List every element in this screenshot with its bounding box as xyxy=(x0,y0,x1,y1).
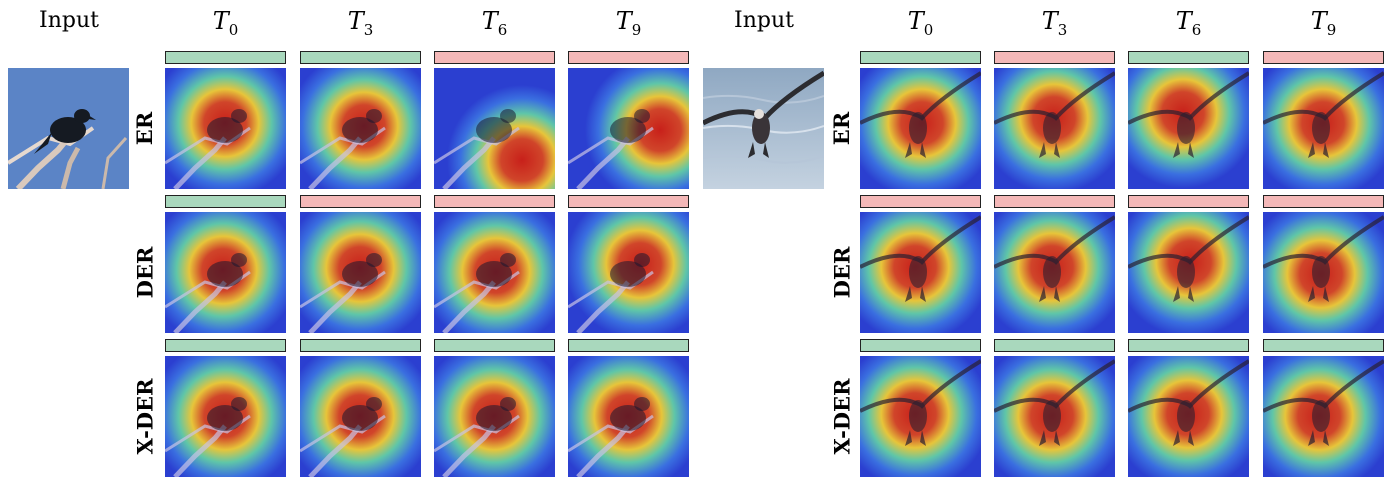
prediction-bar-left-er-3 xyxy=(568,51,689,64)
attention-map-right-xder-1 xyxy=(994,356,1115,477)
prediction-bar-left-er-2 xyxy=(434,51,555,64)
task-header-right-9: T9 xyxy=(1310,7,1337,39)
row-label-right-er: ER xyxy=(829,111,855,146)
attention-map-left-der-1 xyxy=(300,212,421,333)
prediction-bar-right-der-0 xyxy=(860,195,981,208)
attention-map-left-xder-0 xyxy=(165,356,286,477)
input-header-left: Input xyxy=(39,8,99,33)
attention-map-left-er-1 xyxy=(300,68,421,189)
task-header-left-3: T3 xyxy=(347,7,374,39)
attention-map-right-er-0 xyxy=(860,68,981,189)
prediction-bar-left-er-1 xyxy=(300,51,421,64)
input-header-right: Input xyxy=(734,8,794,33)
task-header-right-0: T0 xyxy=(907,7,934,39)
prediction-bar-left-der-3 xyxy=(568,195,689,208)
attention-map-left-der-3 xyxy=(568,212,689,333)
attention-map-right-er-1 xyxy=(994,68,1115,189)
prediction-bar-left-xder-2 xyxy=(434,339,555,352)
prediction-bar-left-der-2 xyxy=(434,195,555,208)
prediction-bar-right-er-2 xyxy=(1128,51,1249,64)
attention-map-right-xder-3 xyxy=(1263,356,1384,477)
attention-map-right-xder-0 xyxy=(860,356,981,477)
attention-map-right-der-0 xyxy=(860,212,981,333)
attention-map-left-er-3 xyxy=(568,68,689,189)
attention-map-left-xder-2 xyxy=(434,356,555,477)
attention-map-right-der-2 xyxy=(1128,212,1249,333)
prediction-bar-right-xder-0 xyxy=(860,339,981,352)
row-label-right-xder: X-DER xyxy=(829,378,855,455)
attention-map-left-er-2 xyxy=(434,68,555,189)
row-label-left-xder: X-DER xyxy=(132,378,158,455)
prediction-bar-right-er-1 xyxy=(994,51,1115,64)
row-label-left-der: DER xyxy=(132,246,158,299)
prediction-bar-right-xder-1 xyxy=(994,339,1115,352)
prediction-bar-right-der-1 xyxy=(994,195,1115,208)
attention-map-right-er-3 xyxy=(1263,68,1384,189)
prediction-bar-right-er-3 xyxy=(1263,51,1384,64)
attention-map-left-er-0 xyxy=(165,68,286,189)
input-image-flying-bird xyxy=(703,68,824,189)
attention-map-right-er-2 xyxy=(1128,68,1249,189)
prediction-bar-left-er-0 xyxy=(165,51,286,64)
prediction-bar-right-xder-3 xyxy=(1263,339,1384,352)
prediction-bar-right-er-0 xyxy=(860,51,981,64)
attention-map-left-xder-1 xyxy=(300,356,421,477)
attention-map-left-der-0 xyxy=(165,212,286,333)
task-header-right-6: T6 xyxy=(1175,7,1202,39)
prediction-bar-right-xder-2 xyxy=(1128,339,1249,352)
prediction-bar-left-xder-3 xyxy=(568,339,689,352)
prediction-bar-right-der-3 xyxy=(1263,195,1384,208)
prediction-bar-left-xder-1 xyxy=(300,339,421,352)
row-label-left-er: ER xyxy=(132,111,158,146)
row-label-right-der: DER xyxy=(829,246,855,299)
task-header-left-6: T6 xyxy=(481,7,508,39)
attention-map-right-der-1 xyxy=(994,212,1115,333)
task-header-right-3: T3 xyxy=(1041,7,1068,39)
prediction-bar-left-der-0 xyxy=(165,195,286,208)
prediction-bar-left-der-1 xyxy=(300,195,421,208)
attention-map-right-der-3 xyxy=(1263,212,1384,333)
task-header-left-9: T9 xyxy=(615,7,642,39)
attention-map-left-der-2 xyxy=(434,212,555,333)
input-image-perched-bird xyxy=(8,68,129,189)
attention-map-left-xder-3 xyxy=(568,356,689,477)
prediction-bar-right-der-2 xyxy=(1128,195,1249,208)
task-header-left-0: T0 xyxy=(212,7,239,39)
prediction-bar-left-xder-0 xyxy=(165,339,286,352)
attention-map-right-xder-2 xyxy=(1128,356,1249,477)
